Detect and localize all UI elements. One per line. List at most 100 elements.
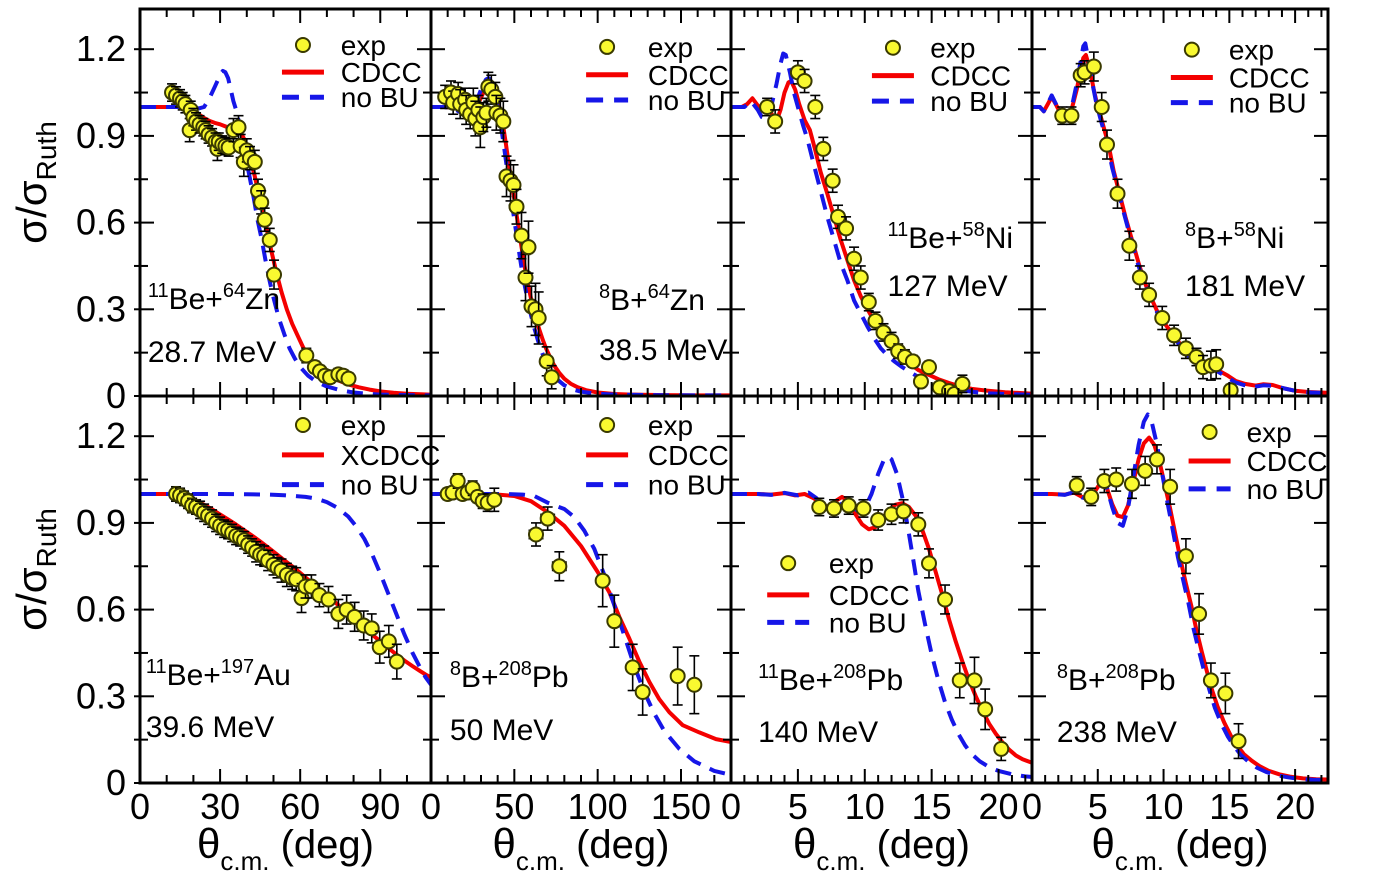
- x-tick-label: 0: [421, 786, 441, 827]
- reaction-label: 11Be+197Au: [146, 656, 291, 692]
- exp-marker: [1148, 451, 1165, 468]
- legend-label: CDCC: [341, 57, 422, 88]
- exp-marker: [1137, 462, 1154, 479]
- exp-marker: [634, 683, 651, 700]
- x-axis-title: θc.m. (deg): [197, 820, 374, 876]
- reaction-label: 11Be+208Pb: [758, 661, 903, 697]
- y-tick-labels: 0 0.3 0.6 0.9 1.2: [76, 28, 126, 416]
- legend-label: exp: [829, 548, 874, 579]
- legend-exp-marker: [884, 39, 901, 56]
- legend-label: CDCC: [648, 440, 729, 471]
- exp-marker: [298, 347, 315, 364]
- y-axis-title: σ/σRuth: [8, 121, 62, 244]
- y-tick-label: 0.3: [76, 288, 126, 329]
- exp-marker: [1093, 99, 1110, 115]
- nobu-curve: [732, 51, 1031, 395]
- legend-label: exp: [930, 33, 975, 64]
- legend-exp-marker: [294, 417, 311, 434]
- x-tick-label: 5: [788, 786, 808, 827]
- exp-marker: [1162, 478, 1179, 495]
- exp-marker: [846, 250, 863, 267]
- exp-marker: [1085, 58, 1102, 75]
- exp-marker: [920, 359, 937, 376]
- exp-marker: [539, 510, 556, 527]
- exp-marker: [852, 269, 869, 286]
- legend-label: CDCC: [1229, 62, 1310, 93]
- exp-marker: [669, 668, 686, 685]
- legend-label: no BU: [829, 607, 907, 638]
- exp-marker: [767, 113, 784, 130]
- plot-area: [432, 71, 730, 395]
- reaction-label: 11Be+58Ni: [888, 219, 1014, 255]
- exp-marker: [1191, 605, 1208, 622]
- legend-exp-marker: [599, 417, 616, 434]
- ticks: [134, 396, 431, 784]
- x-tick-label: 50: [494, 786, 534, 827]
- legend-exp-marker: [599, 38, 616, 55]
- exp-marker: [838, 220, 855, 237]
- exp-marker: [686, 676, 703, 693]
- exp-marker: [759, 99, 776, 115]
- exp-marker: [528, 526, 544, 543]
- legend-label: no BU: [930, 86, 1008, 117]
- exp-marker: [246, 153, 263, 170]
- legend-label: no BU: [1229, 88, 1307, 119]
- exp-marker: [1108, 471, 1125, 488]
- exp-marker: [261, 231, 278, 248]
- panel-frame: [1030, 394, 1330, 785]
- legend-exp-marker: [294, 36, 311, 53]
- x-axis-title: θc.m. (deg): [1092, 820, 1269, 876]
- exp-marker: [505, 177, 522, 194]
- legend-exp-marker: [1183, 41, 1200, 58]
- cdcc-curve: [432, 492, 730, 744]
- y-tick-label: 0.6: [76, 202, 126, 243]
- legend-label: exp: [1229, 35, 1274, 66]
- plot-area: [732, 51, 1031, 395]
- x-tick-label: 90: [360, 786, 400, 827]
- y-tick-label: 1.2: [76, 415, 126, 456]
- legend-label: CDCC: [930, 61, 1011, 92]
- reaction-label: 11Be+64Zn: [148, 280, 280, 316]
- x-tick-label: 10: [1144, 786, 1184, 827]
- exp-marker: [954, 375, 971, 392]
- legend-label: exp: [648, 410, 693, 441]
- x-tick-label: 100: [568, 786, 628, 827]
- exp-marker: [1202, 672, 1219, 689]
- x-tick-labels: 0 50 100 150: [421, 786, 711, 827]
- exp-marker: [517, 269, 534, 286]
- reaction-label: 8B+58Ni: [1185, 219, 1284, 255]
- exp-points: [811, 496, 1010, 762]
- exp-marker: [1154, 309, 1171, 326]
- x-tick-label: 150: [651, 786, 711, 827]
- exp-marker: [508, 198, 525, 215]
- exp-marker: [340, 370, 357, 387]
- reaction-label: 8B+208Pb: [450, 658, 569, 694]
- energy-label: 39.6 MeV: [146, 711, 274, 744]
- y-tick-label: 0: [106, 375, 126, 416]
- exp-marker: [1230, 733, 1247, 750]
- exp-marker: [594, 572, 611, 589]
- legend-label: no BU: [341, 82, 419, 113]
- legend-label: no BU: [648, 470, 726, 501]
- plot-area: [432, 472, 730, 777]
- exp-marker: [253, 194, 270, 211]
- exp-points: [439, 472, 703, 716]
- x-tick-label: 20: [1275, 786, 1315, 827]
- exp-marker: [363, 620, 380, 637]
- energy-label: 181 MeV: [1185, 270, 1305, 303]
- legend-label: CDCC: [829, 580, 910, 611]
- legend-label: exp: [341, 30, 386, 61]
- x-tick-label: 0: [130, 786, 150, 827]
- x-axis-title: θc.m. (deg): [793, 820, 970, 876]
- exp-marker: [912, 373, 929, 390]
- exp-marker: [606, 613, 623, 630]
- plot-area: [1033, 412, 1327, 782]
- exp-marker: [388, 653, 405, 670]
- exp-marker: [815, 140, 832, 157]
- exp-points: [437, 71, 560, 390]
